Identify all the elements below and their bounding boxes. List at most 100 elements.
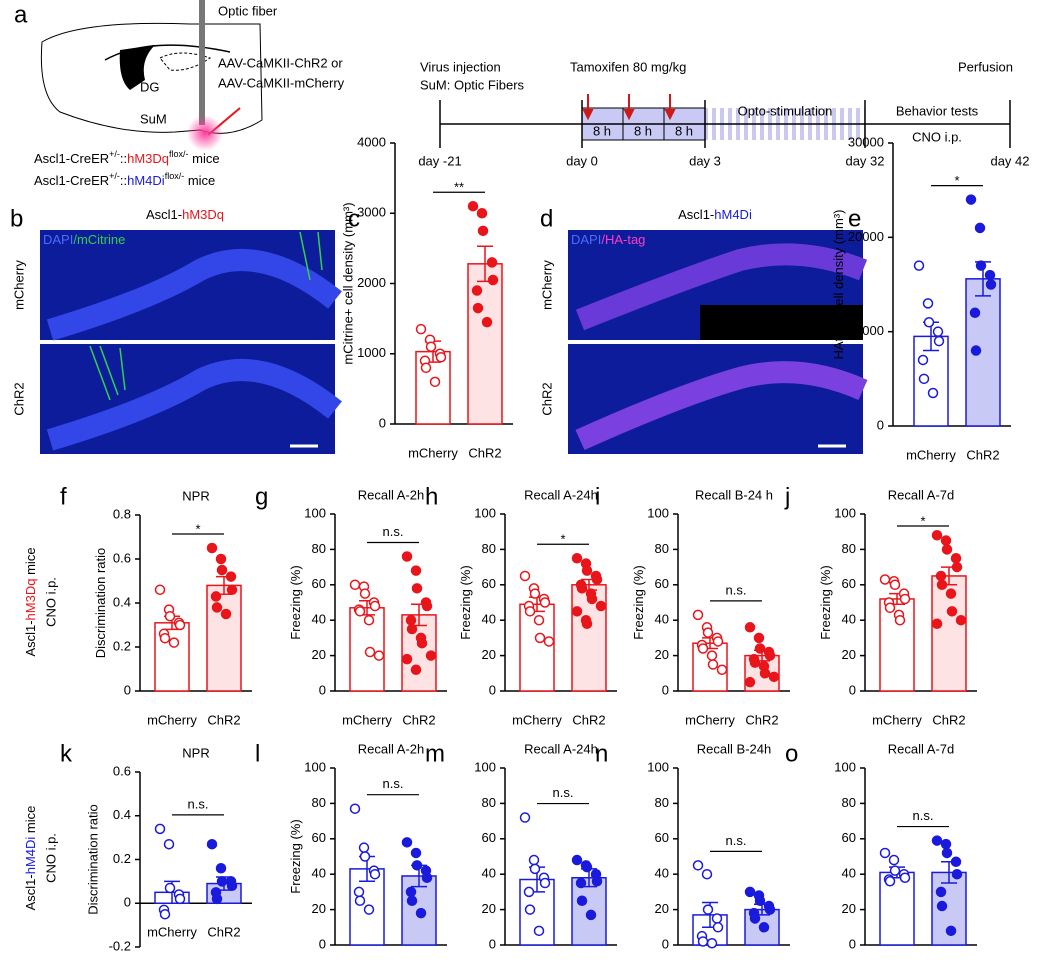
data-point <box>401 837 413 848</box>
data-point <box>429 376 441 388</box>
optic-fiber <box>199 0 205 125</box>
data-point <box>923 316 935 328</box>
data-point <box>576 895 588 906</box>
data-point <box>764 904 776 915</box>
data-point <box>940 838 952 850</box>
y-tick-label: 80 <box>655 541 669 556</box>
data-point <box>487 274 499 286</box>
y-axis-label: Freezing (%) <box>818 565 833 639</box>
micrograph-texture <box>46 249 342 341</box>
y-tick-label: 100 <box>304 759 326 774</box>
data-point <box>524 606 536 617</box>
micrograph <box>568 344 863 454</box>
data-point <box>420 362 432 374</box>
data-point <box>768 671 780 683</box>
y-tick-label: 40 <box>842 612 856 627</box>
panel-b: b Ascl1-hM3Dq DAPI/mCitrine mCherry ChR2 <box>10 205 342 454</box>
data-point <box>354 606 366 617</box>
data-point <box>163 838 175 850</box>
data-point <box>353 886 365 898</box>
chart-title: Recall A-7d <box>888 487 954 502</box>
data-point <box>969 307 981 319</box>
genotype: Ascl1-CreER+/-::hM4Diflox/- mice <box>34 171 215 188</box>
data-point <box>706 937 718 949</box>
data-point <box>359 588 371 599</box>
data-point <box>523 886 535 898</box>
data-point <box>701 868 713 880</box>
y-tick-label: 10000 <box>848 323 884 338</box>
y-axis-label: Freezing (%) <box>458 565 473 639</box>
chart-title: Recall A-24h <box>524 487 598 502</box>
data-point <box>758 922 770 933</box>
data-point <box>216 876 228 887</box>
data-point <box>481 316 493 328</box>
y-tick-label: 0 <box>124 682 131 697</box>
data-point <box>476 208 488 219</box>
chart-title: Recall A-2h <box>358 487 424 502</box>
data-point <box>174 619 186 631</box>
row-label: CNO i.p. <box>43 833 58 883</box>
y-tick-label: 40 <box>482 866 496 881</box>
x-tick-label: mCherry <box>685 712 735 727</box>
data-point <box>154 823 166 835</box>
image-title: Ascl1-hM4Di <box>678 207 752 222</box>
data-point <box>707 659 719 670</box>
y-tick-label: 60 <box>655 830 669 845</box>
y-tick-label: 0 <box>662 936 669 951</box>
data-point <box>889 865 901 876</box>
brain-outline <box>159 52 212 71</box>
data-point <box>519 570 531 582</box>
day-label: day 42 <box>990 153 1029 168</box>
data-point <box>712 922 724 933</box>
data-point <box>706 650 718 661</box>
x-tick-label: mCherry <box>906 447 956 462</box>
y-tick-label: 20000 <box>848 229 884 244</box>
bar <box>879 871 915 946</box>
micrograph-texture <box>575 243 868 331</box>
x-tick-label: ChR2 <box>572 712 605 727</box>
x-tick-label: ChR2 <box>207 925 240 940</box>
data-point <box>692 609 704 621</box>
row-label: mCherry <box>11 260 26 310</box>
data-point <box>946 606 958 617</box>
data-point <box>416 637 428 649</box>
data-point <box>985 279 997 290</box>
y-tick-label: 20 <box>655 647 669 662</box>
data-point <box>373 650 385 661</box>
panel-d: d Ascl1-hM4Di DAPI/HA-tag mCherry ChR2 <box>539 205 868 454</box>
data-point <box>211 602 223 613</box>
data-point <box>950 856 962 868</box>
y-tick-label: 40 <box>842 866 856 881</box>
data-point <box>692 860 704 871</box>
y-tick-label: 20 <box>482 647 496 662</box>
data-point <box>744 622 756 633</box>
micrograph-texture <box>575 361 868 451</box>
data-point <box>410 847 422 859</box>
panel-letter: a <box>14 1 28 28</box>
data-point <box>576 583 588 594</box>
y-tick-label: 60 <box>842 576 856 591</box>
data-point <box>519 812 531 823</box>
data-point <box>581 861 593 873</box>
data-point <box>410 565 422 576</box>
data-point <box>215 553 227 565</box>
y-tick-label: 0.6 <box>113 550 131 565</box>
significance-label: n.s. <box>383 776 404 791</box>
data-point <box>358 842 370 853</box>
label: 8 h <box>634 123 652 138</box>
data-point <box>581 618 593 629</box>
data-point <box>575 877 587 889</box>
data-point <box>931 529 943 541</box>
data-point <box>571 606 583 617</box>
data-point <box>931 618 943 629</box>
y-tick-label: 20 <box>842 901 856 916</box>
x-tick-label: ChR2 <box>932 712 965 727</box>
injection-arrows <box>582 94 676 121</box>
data-point <box>702 627 714 638</box>
panel-letter: o <box>785 740 798 767</box>
day-label: day 32 <box>845 153 884 168</box>
y-tick-label: 1000 <box>357 345 386 360</box>
data-point <box>210 591 222 602</box>
data-point <box>754 895 766 906</box>
y-tick-label: 0.4 <box>113 807 131 822</box>
